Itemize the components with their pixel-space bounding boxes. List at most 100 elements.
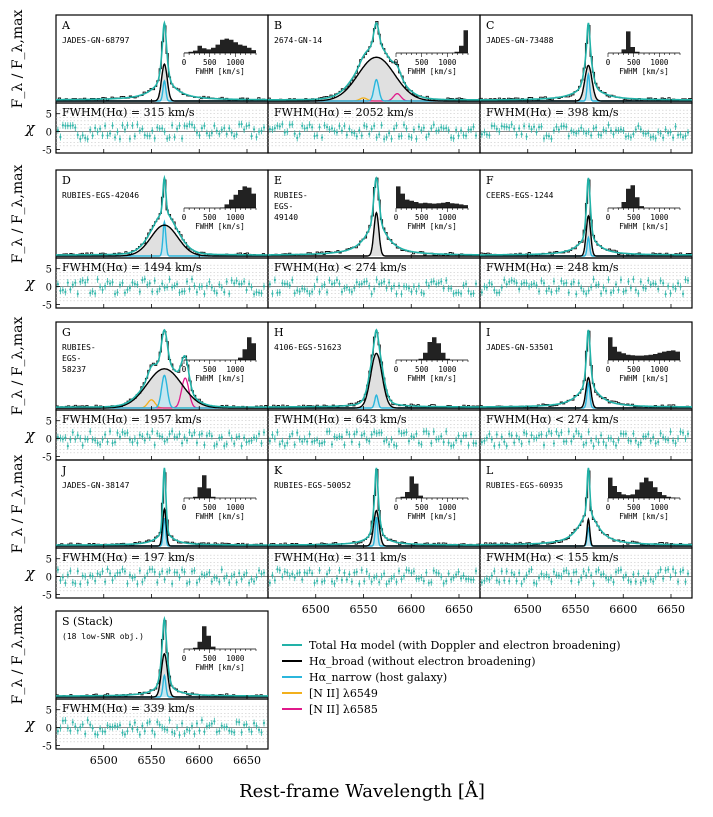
residual-point: [455, 573, 458, 576]
residual-point: [427, 581, 430, 585]
residual-point: [617, 288, 620, 291]
residual-point: [250, 285, 253, 289]
residual-point: [570, 440, 573, 443]
residual-point: [503, 278, 506, 282]
residual-point: [118, 435, 122, 438]
residual-point: [116, 725, 119, 728]
legend-label-narrow: Hα_narrow (host galaxy): [309, 671, 447, 684]
residual-point: [437, 281, 440, 285]
residual-point: [111, 281, 114, 284]
chi-tick-label: -5: [42, 300, 52, 311]
residual-point: [604, 576, 608, 580]
residual-point: [262, 721, 266, 725]
residual-point: [215, 129, 218, 132]
residual-point: [121, 281, 124, 284]
residual-point: [380, 124, 383, 127]
residual-point: [400, 578, 403, 581]
inset-tick-label: 1000: [438, 58, 457, 67]
residual-point: [276, 431, 279, 434]
residual-point: [220, 568, 223, 571]
residual-point: [545, 434, 548, 437]
residual-point: [247, 124, 251, 127]
residual-point: [590, 439, 593, 442]
residual-point: [340, 129, 344, 132]
y-axis-label-chi: χ: [24, 426, 35, 444]
residual-point: [210, 131, 213, 135]
residual-point: [240, 578, 243, 581]
residual-point: [260, 129, 263, 132]
residual-point: [320, 580, 324, 583]
residual-point: [330, 580, 334, 583]
residual-point: [89, 574, 92, 577]
residual-point: [508, 126, 511, 129]
residual-point: [383, 572, 386, 575]
broad-fill: [56, 64, 268, 101]
residual-point: [368, 440, 371, 443]
residual-point: [422, 579, 425, 583]
residual-point: [395, 124, 398, 127]
y-axis-label-chi: χ: [24, 274, 35, 292]
residual-point: [136, 728, 139, 731]
residual-point: [240, 123, 243, 126]
residual-point: [180, 722, 184, 725]
residual-point: [373, 124, 376, 128]
residual-point: [430, 280, 433, 284]
residual-point: [483, 285, 486, 288]
residual-point: [378, 282, 381, 286]
residual-point: [582, 130, 585, 133]
residual-point: [513, 127, 516, 130]
residual-point: [420, 576, 423, 579]
residual-point: [390, 137, 393, 140]
panel-letter: H: [274, 326, 284, 339]
residual-point: [493, 444, 496, 447]
residual-point: [662, 436, 665, 439]
residual-point: [276, 291, 279, 294]
residual-point: [183, 732, 186, 735]
residual-point: [59, 579, 62, 582]
residual-point: [205, 131, 208, 135]
total-model-curve: [267, 21, 480, 101]
residual-point: [355, 281, 358, 284]
chi-tick-label: 5: [46, 265, 52, 276]
residual-point: [435, 438, 438, 441]
residual-point: [111, 725, 114, 729]
residual-point: [69, 729, 72, 732]
residual-point: [587, 568, 590, 571]
residual-point: [580, 286, 583, 290]
residual-point: [420, 129, 423, 132]
residual-point: [639, 441, 642, 444]
residual-point: [281, 575, 284, 578]
residual-point: [644, 435, 647, 438]
residual-point: [547, 430, 551, 433]
residual-point: [627, 439, 630, 442]
residual-point: [128, 723, 132, 726]
residual-point: [228, 581, 231, 584]
residual-point: [525, 574, 528, 577]
residual-point: [360, 434, 363, 437]
inset-xlabel: FWHM [km/s]: [619, 374, 669, 383]
residual-point: [387, 132, 391, 135]
residual-point: [575, 430, 578, 433]
residual-point: [639, 280, 642, 283]
residual-point: [490, 283, 493, 286]
residual-point: [420, 443, 423, 446]
residual-point: [679, 133, 682, 136]
residual-point: [624, 289, 628, 292]
residual-point: [313, 439, 316, 442]
residual-point: [490, 438, 493, 441]
residual-point: [671, 439, 675, 442]
residual-point: [370, 292, 373, 296]
residual-point: [684, 134, 687, 138]
residual-point: [64, 124, 67, 127]
residual-point: [143, 439, 146, 442]
residual-point: [368, 284, 371, 288]
residual-point: [128, 137, 132, 140]
inset-tick-label: 500: [203, 365, 217, 374]
residual-point: [657, 130, 660, 134]
residual-point: [667, 439, 670, 442]
residual-point: [595, 284, 598, 287]
residual-point: [629, 136, 632, 139]
chi-tick-label: 0: [46, 128, 52, 139]
residual-point: [146, 134, 149, 137]
